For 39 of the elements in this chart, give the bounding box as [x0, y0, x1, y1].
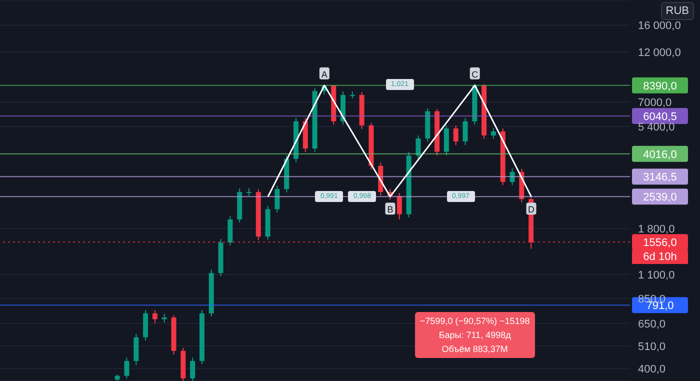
ref-line-label: 4016,0: [643, 148, 677, 161]
candlestick: [190, 357, 196, 381]
y-tick-label: 16 000,0: [638, 20, 681, 32]
annotation: Бары: 711, 4998д: [438, 329, 512, 342]
candlestick: [416, 134, 421, 160]
ref-line-label: 6040,5: [643, 110, 677, 123]
candlestick: [274, 185, 280, 214]
annotation: Объём 883,37M: [440, 343, 509, 356]
candlestick: [453, 125, 458, 146]
candlestick: [228, 216, 233, 246]
y-tick-label: 5 400,0: [638, 121, 675, 134]
candlestick: [510, 168, 515, 186]
y-tick-label: 650,0: [638, 318, 666, 330]
y-tick-label: 7000,0: [638, 97, 672, 110]
data-label: C: [472, 69, 479, 80]
annotation: −7599,0 (−90,57%) −15198: [418, 315, 531, 328]
candlestick: [396, 192, 402, 220]
ref-line-label: 2539,0: [643, 192, 677, 204]
data-label: D: [528, 204, 536, 215]
candlestick: [143, 310, 148, 342]
y-tick-label: 12 000,0: [638, 46, 681, 59]
ref-line-label: 1556,0: [643, 237, 677, 250]
data-label: B: [387, 204, 394, 215]
text: RUB: [660, 2, 694, 20]
candlestick: [152, 310, 158, 324]
y-tick-label: 510,0: [638, 340, 666, 353]
text: 6d 10h: [632, 250, 688, 264]
ref-line-label: 8390,0: [643, 80, 677, 92]
candlestick: [246, 188, 252, 196]
y-tick-label: 400,0: [638, 363, 666, 376]
candlestick: [490, 128, 496, 140]
candlestick: [124, 357, 130, 379]
y-tick-label: 1 100,0: [638, 269, 675, 282]
data-label: A: [321, 69, 328, 80]
candlestick: [444, 125, 449, 156]
ref-line-label: 3146,5: [643, 172, 677, 184]
candlestick: [134, 334, 139, 366]
y-tick-label: 1 800,0: [638, 224, 675, 236]
candlestick: [462, 118, 468, 146]
